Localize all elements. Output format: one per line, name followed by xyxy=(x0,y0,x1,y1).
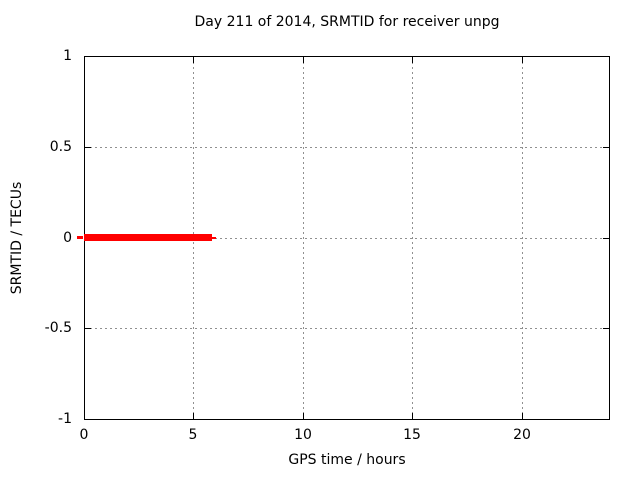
x-gridline xyxy=(303,57,304,418)
x-tick-label: 5 xyxy=(188,427,198,443)
x-tick-label: 10 xyxy=(294,427,312,443)
x-axis-label: GPS time / hours xyxy=(288,452,406,468)
series-line-srmtid xyxy=(84,234,212,241)
x-tick-label: 0 xyxy=(79,427,89,443)
y-tick-left xyxy=(85,147,91,148)
y-gridline xyxy=(85,238,608,239)
series-start-artifact xyxy=(77,236,83,239)
y-tick-right xyxy=(603,147,609,148)
x-tick-label: 20 xyxy=(513,427,531,443)
x-tick-bottom xyxy=(522,413,523,419)
y-tick-label: 0.5 xyxy=(49,139,72,155)
x-gridline xyxy=(412,57,413,418)
y-tick-right xyxy=(603,238,609,239)
y-tick-label: 1 xyxy=(63,48,72,64)
y-gridline xyxy=(85,147,608,148)
x-tick-bottom xyxy=(412,413,413,419)
y-tick-label: -1 xyxy=(58,411,72,427)
series-line-endcap xyxy=(212,237,216,239)
x-tick-bottom xyxy=(303,413,304,419)
y-tick-right xyxy=(603,328,609,329)
y-gridline xyxy=(85,328,608,329)
y-tick-left xyxy=(85,328,91,329)
x-tick-bottom xyxy=(193,413,194,419)
x-gridline xyxy=(522,57,523,418)
x-tick-top xyxy=(193,57,194,63)
y-tick-label: -0.5 xyxy=(44,320,72,336)
x-tick-label: 15 xyxy=(403,427,421,443)
x-tick-top xyxy=(303,57,304,63)
y-tick-label: 0 xyxy=(63,230,72,246)
chart-title: Day 211 of 2014, SRMTID for receiver unp… xyxy=(194,14,500,30)
x-tick-top xyxy=(522,57,523,63)
x-tick-top xyxy=(412,57,413,63)
